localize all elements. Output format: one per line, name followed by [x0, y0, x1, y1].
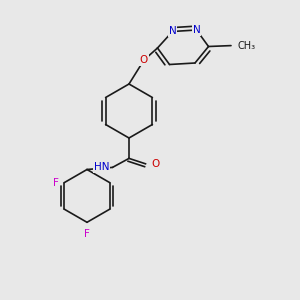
Text: N: N	[169, 26, 176, 37]
Text: F: F	[53, 178, 59, 188]
Text: F: F	[84, 229, 90, 239]
Text: HN: HN	[94, 162, 110, 172]
Text: CH₃: CH₃	[237, 40, 255, 51]
Text: O: O	[140, 55, 148, 65]
Text: N: N	[193, 25, 200, 35]
Text: O: O	[151, 159, 159, 169]
